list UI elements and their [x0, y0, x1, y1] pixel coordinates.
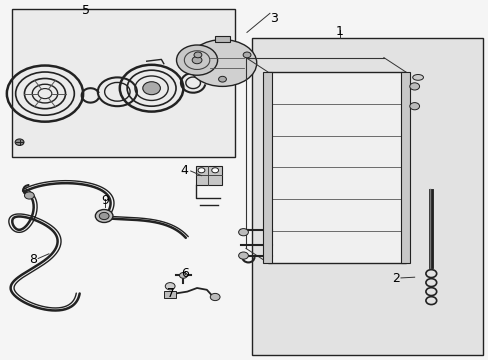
Bar: [263, 72, 271, 263]
Text: 4: 4: [180, 165, 188, 177]
Bar: [251, 38, 482, 355]
Bar: [400, 72, 409, 263]
Circle shape: [198, 168, 204, 173]
Text: 2: 2: [391, 273, 399, 285]
Circle shape: [194, 52, 202, 58]
Circle shape: [95, 210, 113, 222]
Circle shape: [176, 45, 217, 75]
Circle shape: [218, 76, 226, 82]
Circle shape: [99, 212, 109, 220]
Circle shape: [15, 139, 24, 145]
Circle shape: [210, 293, 220, 301]
Circle shape: [179, 273, 187, 278]
Circle shape: [192, 57, 202, 64]
Bar: [215, 36, 229, 42]
Circle shape: [409, 83, 419, 90]
Bar: [12, 9, 234, 157]
Circle shape: [142, 82, 160, 95]
Text: 8: 8: [29, 253, 37, 266]
Text: 3: 3: [269, 12, 277, 24]
Text: 6: 6: [181, 267, 188, 280]
Text: 9: 9: [101, 194, 109, 207]
Polygon shape: [195, 166, 222, 185]
Circle shape: [409, 103, 419, 110]
Circle shape: [165, 283, 175, 290]
Ellipse shape: [412, 75, 423, 80]
Text: 5: 5: [81, 4, 89, 17]
Bar: [164, 291, 176, 298]
Circle shape: [243, 52, 250, 58]
Circle shape: [211, 168, 218, 173]
Circle shape: [238, 229, 248, 236]
Polygon shape: [267, 72, 405, 263]
Text: 1: 1: [335, 25, 343, 38]
Ellipse shape: [188, 40, 256, 86]
Circle shape: [24, 192, 34, 199]
Text: 7: 7: [167, 287, 175, 300]
Circle shape: [238, 252, 248, 259]
